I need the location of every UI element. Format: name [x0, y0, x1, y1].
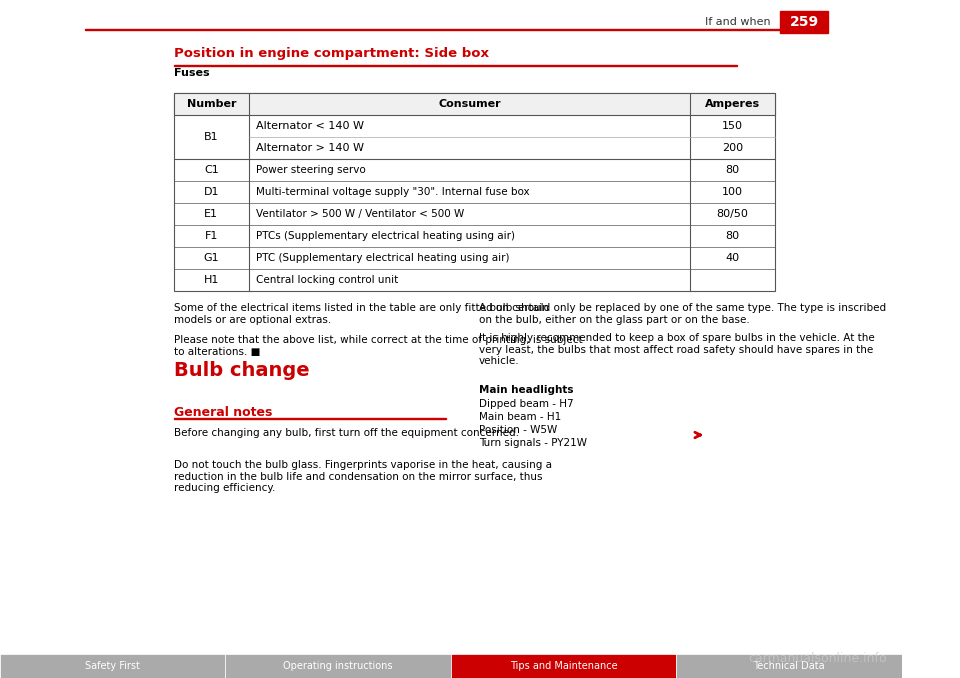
Text: carmanualsonline.info: carmanualsonline.info: [748, 652, 886, 664]
Text: Multi-terminal voltage supply "30". Internal fuse box: Multi-terminal voltage supply "30". Inte…: [256, 187, 530, 197]
Bar: [174, 93, 775, 115]
Text: D1: D1: [204, 187, 219, 197]
Text: Consumer: Consumer: [439, 99, 501, 109]
Text: Alternator < 140 W: Alternator < 140 W: [256, 121, 365, 131]
Text: Technical Data: Technical Data: [753, 661, 825, 671]
Text: A bulb should only be replaced by one of the same type. The type is inscribed
on: A bulb should only be replaced by one of…: [479, 303, 886, 325]
Text: F1: F1: [204, 231, 218, 241]
Text: PTCs (Supplementary electrical heating using air): PTCs (Supplementary electrical heating u…: [256, 231, 516, 241]
Text: 80: 80: [726, 231, 739, 241]
Text: Main beam - H1: Main beam - H1: [479, 412, 562, 422]
Text: 150: 150: [722, 121, 743, 131]
Text: Amperes: Amperes: [705, 99, 760, 109]
Text: Dipped beam - H7: Dipped beam - H7: [479, 399, 574, 409]
Bar: [174, 93, 775, 291]
Text: Central locking control unit: Central locking control unit: [256, 275, 398, 285]
Bar: [174, 65, 737, 66]
Text: Do not touch the bulb glass. Fingerprints vaporise in the heat, causing a
reduct: Do not touch the bulb glass. Fingerprint…: [174, 460, 552, 493]
Bar: [84, 28, 817, 30]
Text: 40: 40: [726, 253, 739, 263]
Text: Position in engine compartment: Side box: Position in engine compartment: Side box: [174, 47, 489, 60]
Text: 80: 80: [726, 165, 739, 175]
Text: Fuses: Fuses: [174, 68, 209, 78]
Text: Turn signals - PY21W: Turn signals - PY21W: [479, 438, 587, 448]
Text: Alternator > 140 W: Alternator > 140 W: [256, 143, 365, 153]
Text: 100: 100: [722, 187, 743, 197]
Text: 80/50: 80/50: [716, 209, 749, 219]
Bar: [226, 654, 451, 678]
Text: If and when: If and when: [705, 17, 770, 27]
Bar: [451, 654, 676, 678]
Bar: [174, 418, 446, 419]
Text: G1: G1: [204, 253, 219, 263]
Text: Position - W5W: Position - W5W: [479, 425, 557, 435]
Text: H1: H1: [204, 275, 219, 285]
Text: It is highly recommended to keep a box of spare bulbs in the vehicle. At the
ver: It is highly recommended to keep a box o…: [479, 333, 875, 366]
Text: PTC (Supplementary electrical heating using air): PTC (Supplementary electrical heating us…: [256, 253, 510, 263]
Text: 259: 259: [789, 15, 819, 29]
Text: B1: B1: [204, 132, 219, 142]
Text: Tips and Maintenance: Tips and Maintenance: [510, 661, 617, 671]
Text: Some of the electrical items listed in the table are only fitted on certain
mode: Some of the electrical items listed in t…: [174, 303, 548, 325]
Text: Number: Number: [186, 99, 236, 109]
Text: E1: E1: [204, 209, 218, 219]
Bar: [0, 654, 226, 678]
Text: C1: C1: [204, 165, 219, 175]
Text: General notes: General notes: [174, 406, 272, 419]
Bar: [780, 11, 828, 33]
Bar: [676, 654, 901, 678]
Text: Power steering servo: Power steering servo: [256, 165, 366, 175]
Text: 200: 200: [722, 143, 743, 153]
Text: Bulb change: Bulb change: [174, 361, 309, 380]
Text: Please note that the above list, while correct at the time of printing, is subje: Please note that the above list, while c…: [174, 335, 583, 357]
Text: Before changing any bulb, first turn off the equipment concerned.: Before changing any bulb, first turn off…: [174, 428, 518, 438]
Text: Safety First: Safety First: [85, 661, 140, 671]
Text: Operating instructions: Operating instructions: [283, 661, 393, 671]
Text: Ventilator > 500 W / Ventilator < 500 W: Ventilator > 500 W / Ventilator < 500 W: [256, 209, 465, 219]
Text: Main headlights: Main headlights: [479, 385, 573, 395]
